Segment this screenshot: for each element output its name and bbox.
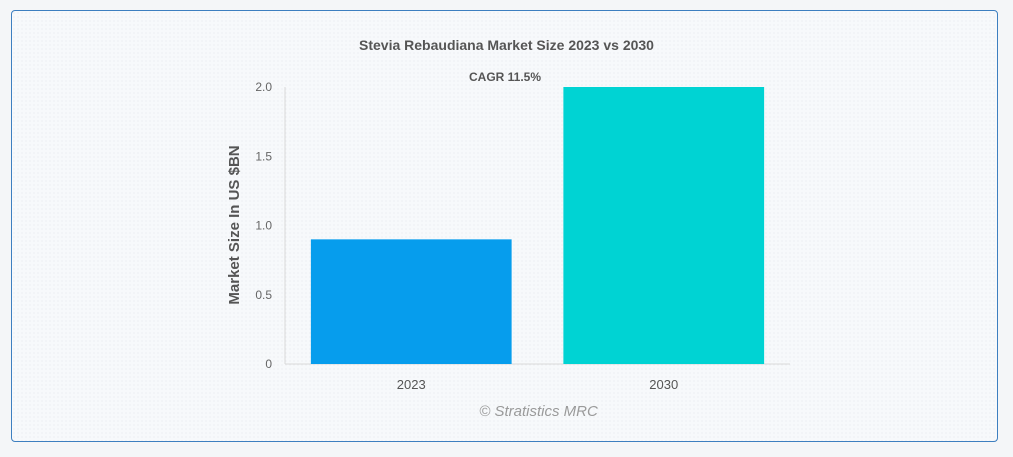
cagr-annotation: CAGR 11.5%	[469, 70, 541, 84]
y-tick-label: 1.5	[255, 149, 272, 163]
x-tick-label: 2030	[649, 377, 678, 392]
chart-title: Stevia Rebaudiana Market Size 2023 vs 20…	[359, 37, 654, 53]
y-tick-label: 1.0	[255, 219, 272, 233]
x-tick-label: 2023	[397, 377, 426, 392]
bar-2030	[563, 87, 765, 364]
y-axis-label: Market Size In US $BN	[226, 145, 243, 304]
y-tick-label: 0.5	[255, 288, 272, 302]
bar-2023	[310, 239, 512, 364]
y-tick-label: 2.0	[255, 80, 272, 94]
y-tick-label: 0	[265, 357, 272, 371]
copyright-watermark: © Stratistics MRC	[479, 403, 598, 420]
chart-frame	[11, 10, 998, 442]
